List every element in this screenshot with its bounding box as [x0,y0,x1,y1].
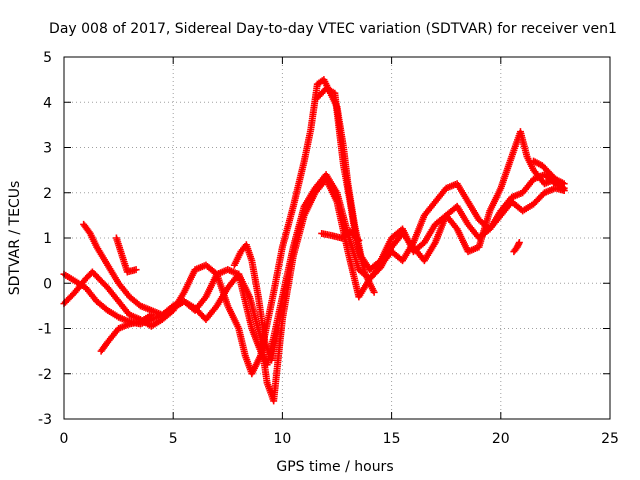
data-series-6 [313,85,378,296]
y-tick-label: -3 [38,412,52,428]
x-tick-label: 10 [273,431,291,447]
data-point-marker [132,266,140,274]
data-point-marker [355,236,363,244]
y-tick-label: 0 [43,276,52,292]
data-point-marker [370,288,378,296]
data-series-5 [112,234,140,276]
data-point-marker [560,186,568,194]
axis-ticks [63,56,611,420]
x-tick-label: 0 [60,431,69,447]
data-marks [60,76,568,405]
x-tick-label: 20 [492,431,510,447]
data-series-9 [530,157,568,194]
y-tick-label: 2 [43,186,52,202]
data-point-marker [353,235,361,243]
data-series-7 [318,227,363,244]
y-tick-labels: -3 -2 -1 0 1 2 3 4 5 [38,50,52,428]
data-series-8 [510,239,523,256]
y-tick-label: 3 [43,141,52,157]
data-point-marker [274,325,282,332]
y-axis-label: SDTVAR / TECUs [7,181,23,296]
data-point-marker [147,311,155,319]
y-tick-label: 1 [43,231,52,247]
y-tick-label: 5 [43,50,52,66]
x-tick-label: 15 [383,431,401,447]
data-series-4 [97,311,155,355]
y-tick-label: 4 [43,95,52,111]
x-tick-labels: 0 5 10 15 20 25 [60,431,619,447]
x-axis-label: GPS time / hours [276,459,393,475]
x-tick-label: 25 [601,431,619,447]
data-series-2 [60,175,568,405]
data-series-10 [230,241,282,364]
chart-title: Day 008 of 2017, Sidereal Day-to-day VTE… [49,21,617,37]
data-point-marker [515,239,523,247]
y-tick-label: -2 [38,367,52,383]
y-tick-label: -1 [38,322,52,338]
x-tick-label: 5 [169,431,178,447]
